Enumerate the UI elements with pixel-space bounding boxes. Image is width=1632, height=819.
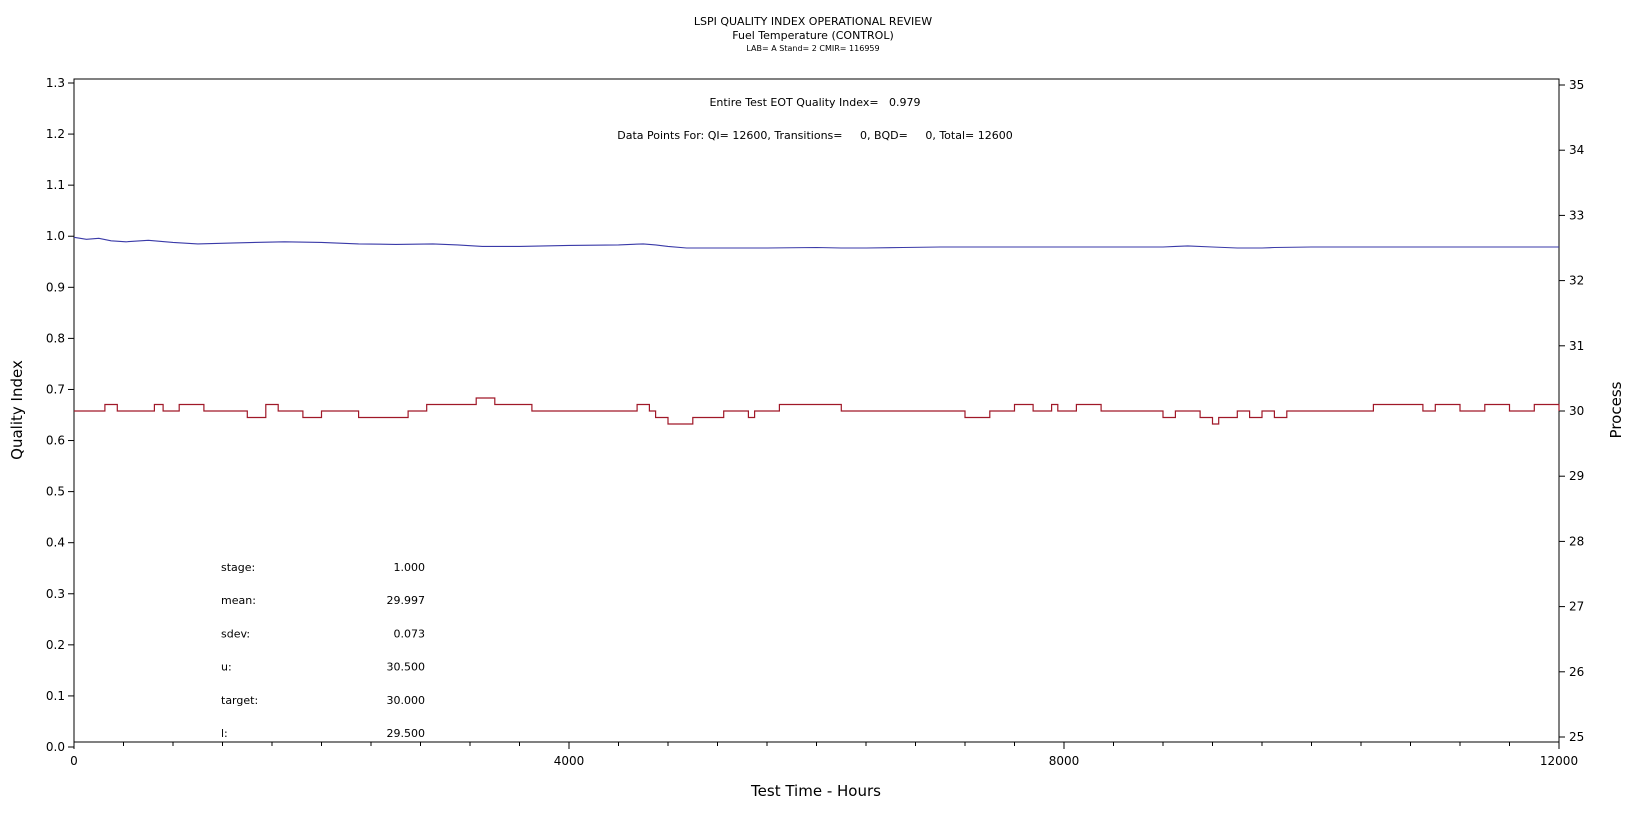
stat-label: stage: xyxy=(221,561,255,574)
chart-subtitle: Fuel Temperature (CONTROL) xyxy=(732,29,894,42)
y-tick-label: 0.3 xyxy=(46,587,65,601)
x-axis: 0 4000 8000 12000 xyxy=(70,742,1578,768)
y2-tick-label: 27 xyxy=(1569,600,1584,614)
y2-tick-label: 28 xyxy=(1569,534,1584,548)
stat-value: 0.073 xyxy=(394,627,426,640)
process-series-line xyxy=(74,397,1560,425)
y-tick-label: 1.2 xyxy=(46,127,65,141)
y2-tick-label: 25 xyxy=(1569,730,1584,744)
chart-title: LSPI QUALITY INDEX OPERATIONAL REVIEW xyxy=(694,15,932,28)
y-tick-label: 0.0 xyxy=(46,740,65,754)
y-tick-label: 0.9 xyxy=(46,280,65,294)
data-points-note: Data Points For: QI= 12600, Transitions=… xyxy=(617,129,1012,142)
stats-table: stage: 1.000 mean: 29.997 sdev: 0.073 u: 30.500… xyxy=(221,561,425,740)
chart-titles: LSPI QUALITY INDEX OPERATIONAL REVIEW Fu… xyxy=(694,15,932,53)
y-tick-label: 0.8 xyxy=(46,331,65,345)
quality-index-series-line xyxy=(73,236,1559,249)
y-axis-right: 25 26 27 28 29 30 31 32 33 34 35 xyxy=(1559,78,1584,744)
x-axis-title: Test Time - Hours xyxy=(750,782,881,800)
y-tick-label: 1.0 xyxy=(46,229,65,243)
y-tick-label: 0.6 xyxy=(46,434,65,448)
y-tick-label: 1.1 xyxy=(46,178,65,192)
annotations: Entire Test EOT Quality Index= 0.979 Dat… xyxy=(617,96,1012,142)
y-tick-label: 0.2 xyxy=(46,638,65,652)
y2-tick-label: 34 xyxy=(1569,143,1584,157)
y2-tick-label: 29 xyxy=(1569,469,1584,483)
x-tick-label: 4000 xyxy=(554,754,585,768)
x-tick-label: 8000 xyxy=(1049,754,1080,768)
y-tick-label: 0.5 xyxy=(46,485,65,499)
stat-value: 30.500 xyxy=(387,661,426,674)
series-layer xyxy=(73,236,1560,425)
stat-label: sdev: xyxy=(221,627,250,640)
stat-label: l: xyxy=(221,727,228,740)
chart-subtitle-lab: LAB= A Stand= 2 CMIR= 116959 xyxy=(746,44,879,53)
y2-tick-label: 26 xyxy=(1569,665,1584,679)
y-axis-left: 0.0 0.1 0.2 0.3 0.4 0.5 0.6 0.7 0.8 0.9 1.0 1.1 1.2 1… xyxy=(46,76,74,754)
y-tick-label: 0.1 xyxy=(46,689,65,703)
y2-tick-label: 33 xyxy=(1569,208,1584,222)
stat-label: mean: xyxy=(221,594,256,607)
stat-value: 29.500 xyxy=(387,727,426,740)
y-tick-label: 0.7 xyxy=(46,382,65,396)
quality-index-note: Entire Test EOT Quality Index= 0.979 xyxy=(709,96,920,109)
stat-value: 30.000 xyxy=(387,694,426,707)
stat-value: 29.997 xyxy=(387,594,426,607)
stat-label: u: xyxy=(221,661,232,674)
y-tick-label: 1.3 xyxy=(46,76,65,90)
stat-value: 1.000 xyxy=(394,561,426,574)
y2-tick-label: 31 xyxy=(1569,339,1584,353)
y-tick-label: 0.4 xyxy=(46,536,65,550)
y2-tick-label: 30 xyxy=(1569,404,1584,418)
x-tick-label: 12000 xyxy=(1540,754,1578,768)
x-tick-label: 0 xyxy=(70,754,78,768)
y2-axis-title: Process xyxy=(1607,381,1625,438)
stat-label: target: xyxy=(221,694,258,707)
y2-tick-label: 35 xyxy=(1569,78,1584,92)
y-axis-title: Quality Index xyxy=(8,360,26,460)
y2-tick-label: 32 xyxy=(1569,274,1584,288)
